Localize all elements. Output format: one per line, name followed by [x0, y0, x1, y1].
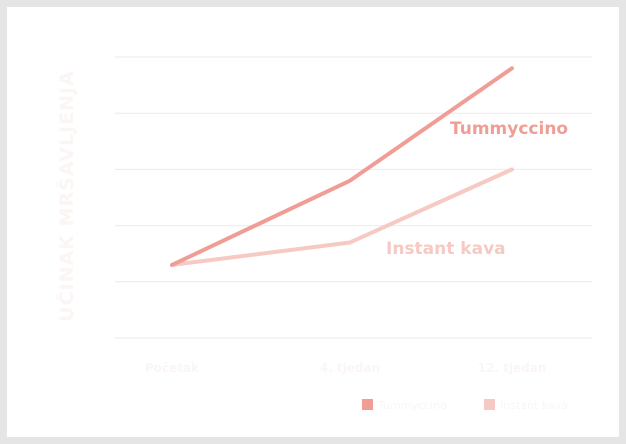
x-axis-ticks: Početak 4. tjedan 12. tjedan — [145, 361, 546, 375]
legend: Tummyccino Instant kava — [362, 399, 568, 412]
legend-swatch — [484, 399, 495, 410]
x-tick-label: 12. tjedan — [478, 361, 547, 375]
series-line-tummyccino — [170, 66, 514, 267]
grid-lines — [115, 56, 592, 339]
legend-swatch — [362, 399, 373, 410]
x-tick-label: Početak — [145, 361, 200, 375]
x-tick-label: 4. tjedan — [320, 361, 380, 375]
series-line-instant-kava — [170, 167, 514, 267]
annotation-instant-kava: Instant kava — [386, 239, 506, 259]
series-lines — [170, 66, 514, 267]
y-axis-label: UČINAK MRŠAVLJENJA — [54, 70, 78, 322]
legend-label: Instant kava — [500, 399, 568, 412]
annotation-tummyccino: Tummyccino — [450, 119, 568, 139]
legend-label: Tummyccino — [377, 399, 447, 412]
